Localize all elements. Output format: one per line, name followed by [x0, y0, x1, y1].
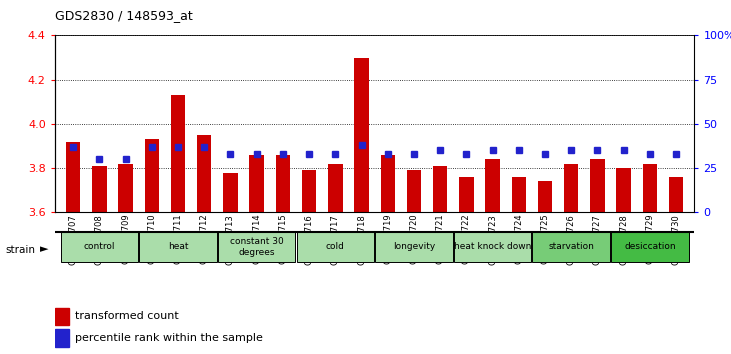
Bar: [459, 177, 474, 212]
Text: strain: strain: [6, 245, 36, 255]
FancyBboxPatch shape: [611, 232, 689, 262]
Bar: [433, 166, 447, 212]
Bar: [92, 166, 107, 212]
Text: cold: cold: [326, 242, 345, 251]
Bar: [381, 155, 395, 212]
Text: heat knock down: heat knock down: [454, 242, 531, 251]
Bar: [55, 329, 69, 347]
FancyBboxPatch shape: [139, 232, 217, 262]
FancyBboxPatch shape: [61, 232, 138, 262]
FancyBboxPatch shape: [297, 232, 374, 262]
Text: transformed count: transformed count: [75, 312, 179, 321]
Bar: [223, 173, 238, 212]
Bar: [355, 58, 368, 212]
Bar: [406, 170, 421, 212]
Bar: [643, 164, 657, 212]
Text: longevity: longevity: [393, 242, 435, 251]
FancyBboxPatch shape: [375, 232, 452, 262]
Bar: [669, 177, 683, 212]
Bar: [590, 159, 605, 212]
Bar: [512, 177, 526, 212]
FancyBboxPatch shape: [218, 232, 295, 262]
Bar: [276, 155, 290, 212]
Text: GDS2830 / 148593_at: GDS2830 / 148593_at: [55, 9, 192, 22]
Bar: [55, 308, 69, 325]
Text: control: control: [83, 242, 115, 251]
Bar: [616, 168, 631, 212]
Text: starvation: starvation: [548, 242, 594, 251]
Text: constant 30
degrees: constant 30 degrees: [230, 237, 284, 257]
FancyBboxPatch shape: [532, 232, 610, 262]
Bar: [66, 142, 80, 212]
Bar: [328, 164, 343, 212]
Text: ►: ►: [40, 245, 49, 255]
Text: heat: heat: [168, 242, 189, 251]
FancyBboxPatch shape: [454, 232, 531, 262]
Bar: [564, 164, 578, 212]
Bar: [249, 155, 264, 212]
Text: percentile rank within the sample: percentile rank within the sample: [75, 333, 263, 343]
Bar: [118, 164, 133, 212]
Bar: [145, 139, 159, 212]
Text: desiccation: desiccation: [624, 242, 675, 251]
Bar: [302, 170, 317, 212]
Bar: [538, 181, 552, 212]
Bar: [485, 159, 500, 212]
Bar: [197, 135, 211, 212]
Bar: [171, 95, 185, 212]
